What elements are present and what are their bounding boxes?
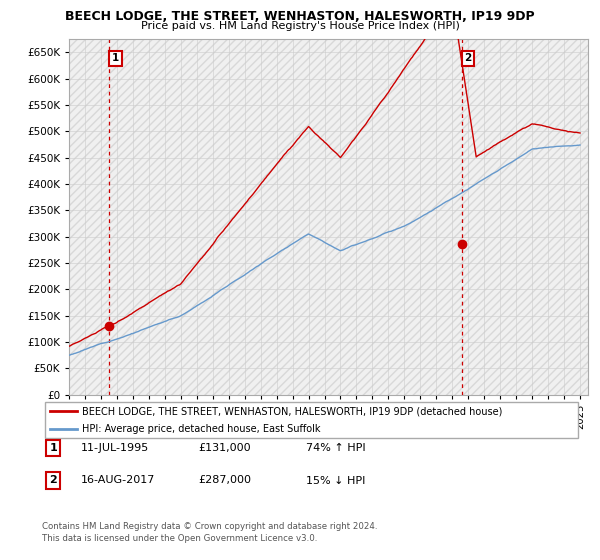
Text: 1: 1 xyxy=(49,443,57,453)
Text: Price paid vs. HM Land Registry's House Price Index (HPI): Price paid vs. HM Land Registry's House … xyxy=(140,21,460,31)
Text: 11-JUL-1995: 11-JUL-1995 xyxy=(81,443,149,453)
Text: Contains HM Land Registry data © Crown copyright and database right 2024.: Contains HM Land Registry data © Crown c… xyxy=(42,522,377,531)
Text: 74% ↑ HPI: 74% ↑ HPI xyxy=(306,443,365,453)
Text: This data is licensed under the Open Government Licence v3.0.: This data is licensed under the Open Gov… xyxy=(42,534,317,543)
FancyBboxPatch shape xyxy=(45,402,578,438)
Text: HPI: Average price, detached house, East Suffolk: HPI: Average price, detached house, East… xyxy=(83,423,321,433)
Text: BEECH LODGE, THE STREET, WENHASTON, HALESWORTH, IP19 9DP: BEECH LODGE, THE STREET, WENHASTON, HALE… xyxy=(65,10,535,23)
Text: BEECH LODGE, THE STREET, WENHASTON, HALESWORTH, IP19 9DP (detached house): BEECH LODGE, THE STREET, WENHASTON, HALE… xyxy=(83,407,503,417)
Text: 15% ↓ HPI: 15% ↓ HPI xyxy=(306,475,365,486)
Text: 16-AUG-2017: 16-AUG-2017 xyxy=(81,475,155,486)
Text: 1: 1 xyxy=(112,53,119,63)
Text: £287,000: £287,000 xyxy=(198,475,251,486)
Text: £131,000: £131,000 xyxy=(198,443,251,453)
Text: 2: 2 xyxy=(464,53,472,63)
Text: 2: 2 xyxy=(49,475,57,486)
